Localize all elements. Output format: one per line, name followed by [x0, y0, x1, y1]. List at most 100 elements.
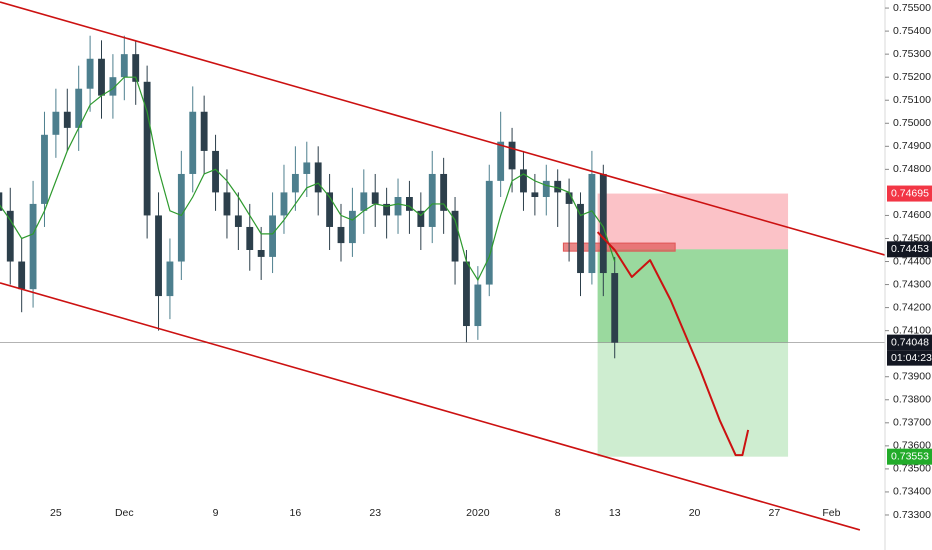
- candle-body: [542, 180, 550, 198]
- candle-body: [0, 192, 3, 211]
- target-price-label: 0.73553: [891, 450, 929, 462]
- candle-body: [497, 141, 505, 181]
- candle-body: [588, 173, 596, 274]
- y-tick-label: 0.74800: [893, 163, 931, 175]
- price-axis-labels: 0.75500 0.75400 0.75300 0.75200 0.75100 0.750…: [885, 2, 932, 521]
- stop-zone: [597, 193, 789, 250]
- x-tick-label: 20: [689, 507, 701, 519]
- candle-body: [223, 192, 231, 216]
- candle-body: [360, 192, 368, 211]
- candle-body: [554, 180, 562, 193]
- candle-body: [189, 111, 197, 174]
- candle-body: [337, 226, 345, 244]
- candle-body: [132, 54, 140, 82]
- candle-body: [474, 284, 482, 327]
- countdown: 01:04:23: [891, 352, 932, 364]
- y-tick-label: 0.75000: [893, 117, 931, 129]
- y-tick-label: 0.73800: [893, 394, 931, 406]
- candle-body: [440, 173, 448, 211]
- candle-body: [143, 81, 151, 216]
- countdown-badge: [887, 350, 932, 366]
- candle-body: [371, 192, 379, 204]
- y-tick-label: 0.73900: [893, 371, 931, 383]
- y-tick-label: 0.75400: [893, 25, 931, 37]
- x-tick-label: 27: [769, 507, 781, 519]
- candle-body: [485, 180, 493, 285]
- y-tick-label: 0.74200: [893, 301, 931, 313]
- y-tick-label: 0.73700: [893, 417, 931, 429]
- candle-body: [177, 173, 185, 262]
- x-tick-label: 2020: [466, 507, 490, 519]
- x-tick-label: Dec: [115, 507, 134, 519]
- candle-body: [6, 210, 14, 262]
- y-tick-label: 0.74100: [893, 324, 931, 336]
- y-tick-label: 0.75300: [893, 48, 931, 60]
- candle-body: [246, 226, 254, 250]
- candle-body: [348, 210, 356, 244]
- stop-price-label: 0.74695: [891, 187, 929, 199]
- candle-body: [508, 141, 516, 170]
- open-profit-zone: [597, 249, 789, 343]
- y-tick-label: 0.74500: [893, 232, 931, 244]
- projection-drawing: [596, 231, 750, 457]
- candle-body: [75, 88, 83, 128]
- candle-body: [212, 150, 219, 193]
- moving-average: [0, 76, 616, 282]
- stop-price-badge: [887, 185, 932, 202]
- y-tick-label: 0.75200: [893, 71, 931, 83]
- candle-body: [417, 210, 425, 227]
- candle-body: [463, 261, 470, 327]
- candle-body: [577, 203, 584, 274]
- y-tick-label: 0.73600: [893, 440, 931, 452]
- x-tick-label: 9: [213, 507, 219, 519]
- target-price-badge: [887, 448, 932, 465]
- candle-body: [63, 111, 71, 128]
- candle-body: [41, 134, 48, 204]
- x-tick-label: Feb: [822, 507, 840, 519]
- candle-body: [531, 192, 539, 198]
- candle-body: [599, 173, 607, 274]
- candle-body: [520, 169, 527, 193]
- candle-body: [98, 58, 105, 96]
- y-tick-label: 0.74900: [893, 140, 931, 152]
- plot-area: 25 Dec 9 16 23 2020 8 13 20 27 Feb: [0, 1, 886, 531]
- candle-body: [52, 111, 60, 135]
- y-tick-label: 0.74400: [893, 255, 931, 267]
- candle-body: [200, 111, 208, 151]
- candle-body: [611, 273, 619, 343]
- candle-body: [428, 173, 436, 227]
- y-tick-label: 0.74300: [893, 278, 931, 290]
- candle-body: [280, 192, 288, 216]
- x-tick-label: 16: [290, 507, 302, 519]
- y-tick-label: 0.75500: [893, 2, 931, 14]
- y-tick-label: 0.75100: [893, 94, 931, 106]
- trendline: [0, 282, 861, 531]
- y-tick-label: 0.74600: [893, 209, 931, 221]
- x-tick-label: 25: [50, 507, 62, 519]
- x-tick-label: 8: [555, 507, 561, 519]
- candle-body: [406, 197, 413, 211]
- candle-body: [394, 197, 402, 216]
- candle-body: [291, 173, 299, 193]
- candle-body: [166, 261, 174, 297]
- candle-body: [314, 162, 322, 193]
- candle-body: [326, 192, 334, 227]
- candle-body: [109, 77, 117, 96]
- candle-body: [18, 261, 26, 290]
- candle-body: [29, 203, 37, 290]
- entry-price-label: 0.74453: [891, 243, 929, 255]
- candle-body: [155, 215, 162, 297]
- candle-body: [383, 203, 391, 216]
- y-tick-label: 0.73400: [893, 486, 931, 498]
- y-tick-label: 0.73500: [893, 463, 931, 475]
- last-price-label: 0.74048: [891, 336, 929, 348]
- candle-body: [120, 54, 128, 78]
- candle-body: [565, 192, 573, 204]
- candle-body: [86, 58, 94, 89]
- y-tick-label: 0.73300: [893, 509, 931, 521]
- x-tick-label: 13: [609, 507, 621, 519]
- candle-body: [303, 162, 311, 174]
- entry-zone: [562, 242, 676, 252]
- candle-body: [269, 215, 276, 257]
